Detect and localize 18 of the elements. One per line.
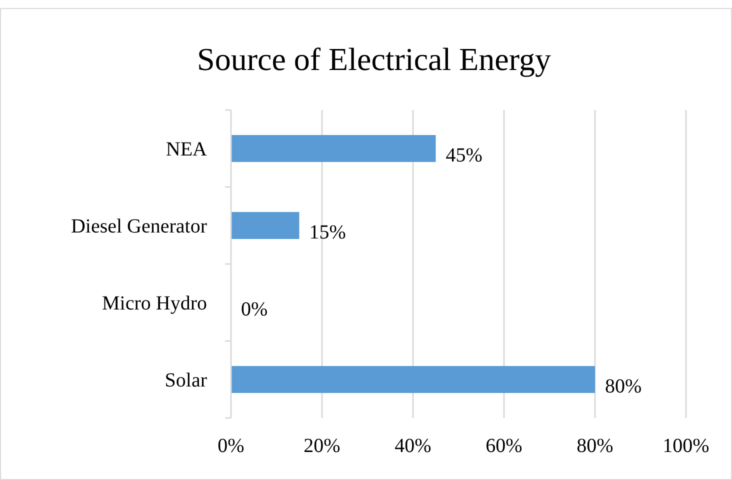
chart-title: Source of Electrical Energy (197, 41, 551, 77)
y-tick-label: NEA (166, 138, 208, 160)
y-tick-label: Diesel Generator (70, 216, 208, 238)
x-tick-label: 80% (576, 435, 614, 457)
x-tick-label: 60% (486, 435, 522, 457)
x-tick-label: 20% (304, 435, 340, 457)
bar (231, 366, 595, 393)
data-label: 0% (241, 298, 268, 320)
y-tick-label: Micro Hydro (102, 292, 207, 314)
data-label: 15% (309, 222, 346, 244)
bar (231, 135, 436, 162)
x-tick-label: 100% (662, 435, 710, 457)
data-label: 80% (605, 376, 642, 398)
x-tick-label: 40% (394, 435, 432, 457)
y-tick-label: Solar (164, 370, 208, 392)
x-tick-label: 0% (218, 435, 244, 457)
data-label: 45% (446, 144, 482, 166)
bar (231, 212, 300, 239)
